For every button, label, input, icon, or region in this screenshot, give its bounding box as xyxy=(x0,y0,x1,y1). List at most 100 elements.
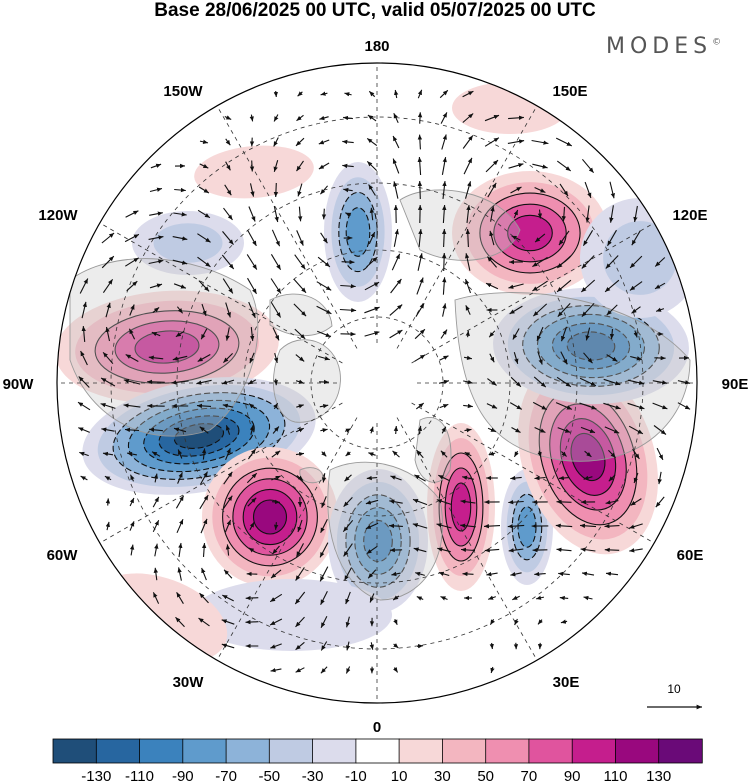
wind-vector xyxy=(416,644,424,649)
wind-vector xyxy=(466,205,471,223)
wind-vector xyxy=(534,571,546,577)
wind-vector xyxy=(581,571,595,576)
wind-vector xyxy=(151,451,161,457)
wind-vector xyxy=(366,475,378,481)
wind-vector xyxy=(367,569,377,579)
wind-vector xyxy=(81,301,87,319)
wind-vector xyxy=(317,256,331,268)
wind-vector xyxy=(513,209,519,219)
meridian xyxy=(396,105,538,349)
wind-vector xyxy=(437,547,451,553)
wind-vector xyxy=(225,544,231,556)
wind-vector xyxy=(223,471,233,485)
wind-vector xyxy=(249,183,255,197)
wind-vector xyxy=(80,350,88,366)
wind-vector xyxy=(295,354,305,362)
wind-vector xyxy=(440,112,448,124)
wind-vector xyxy=(79,451,89,457)
anomaly-contour xyxy=(94,310,240,384)
wind-vector xyxy=(105,326,111,342)
wind-vector xyxy=(222,278,234,294)
wind-vector xyxy=(367,114,377,122)
lon-label-30e: 30E xyxy=(553,674,580,691)
wind-vector xyxy=(123,378,141,385)
wind-vector xyxy=(102,351,114,365)
wind-vector xyxy=(296,230,304,246)
wind-vector xyxy=(657,471,662,485)
wind-vector xyxy=(369,642,374,650)
wind-vector xyxy=(125,354,139,362)
wind-vector xyxy=(249,160,255,172)
anomaly-contour xyxy=(252,499,288,535)
wind-vector xyxy=(633,330,638,338)
wind-vector xyxy=(345,451,351,457)
lon-label-120e: 120E xyxy=(672,207,707,224)
anomaly-level xyxy=(135,330,199,364)
wind-vector xyxy=(100,403,116,409)
wind-vector xyxy=(224,519,232,533)
wind-vector xyxy=(605,255,619,269)
wind-vector xyxy=(439,355,449,361)
colorbar-tick-label: -70 xyxy=(215,768,237,783)
wind-vector xyxy=(344,567,352,581)
wind-vector xyxy=(225,447,231,461)
wind-vector xyxy=(295,616,305,628)
wind-vector xyxy=(556,160,572,172)
wind-vector xyxy=(124,427,140,433)
wind-vector xyxy=(608,449,616,459)
wind-vector xyxy=(295,137,305,147)
wind-vector xyxy=(101,427,115,432)
wind-vector xyxy=(340,283,356,289)
wind-vector xyxy=(535,595,545,600)
wind-vector xyxy=(293,303,307,317)
wind-vector xyxy=(221,619,235,625)
lon-label-30w: 30W xyxy=(173,674,205,691)
wind-vector xyxy=(556,279,572,293)
wind-vector xyxy=(464,355,472,360)
wind-vector xyxy=(199,163,209,169)
wind-vector xyxy=(629,255,643,269)
anomaly-level xyxy=(567,331,615,361)
colorbar-tick-label: -50 xyxy=(258,768,280,783)
wind-vector xyxy=(321,208,327,220)
wind-vector xyxy=(176,518,184,534)
wind-vector xyxy=(296,404,304,409)
anomaly-high-60e xyxy=(518,359,658,555)
wind-vector xyxy=(393,181,399,199)
anomaly-contour xyxy=(522,305,660,387)
wind-vector xyxy=(222,594,234,602)
wind-vector xyxy=(532,280,548,292)
wind-vector xyxy=(464,428,472,433)
wind-vector xyxy=(270,569,282,579)
wind-vector xyxy=(532,401,548,411)
lon-label-60e: 60E xyxy=(677,547,704,564)
wind-vector xyxy=(417,180,423,200)
wind-vector xyxy=(249,521,255,531)
colorbar-swatch xyxy=(441,738,487,764)
meridian xyxy=(99,222,343,364)
wind-vector xyxy=(345,666,351,674)
wind-vector xyxy=(460,523,476,528)
anomaly-contour xyxy=(479,192,581,274)
anomaly-high-150w xyxy=(194,145,314,199)
meridian xyxy=(411,222,655,364)
wind-vector xyxy=(273,378,279,386)
wind-vector xyxy=(654,257,666,267)
wind-vector xyxy=(415,303,425,317)
wind-vector xyxy=(606,304,618,316)
colorbar-swatch xyxy=(139,738,184,764)
north-america xyxy=(69,258,259,437)
wind-vector xyxy=(200,518,208,534)
wind-vector xyxy=(392,450,400,458)
wind-vector xyxy=(417,112,423,124)
colorbar-swatch xyxy=(52,738,97,764)
wind-vector xyxy=(418,229,423,247)
colorbar-tick-label: 30 xyxy=(434,768,451,783)
anomaly-contour xyxy=(345,207,371,257)
wind-vector xyxy=(344,474,352,482)
wind-vector xyxy=(199,426,209,434)
wind-vector xyxy=(439,403,449,409)
wind-vector xyxy=(318,355,330,361)
wind-vector xyxy=(462,571,474,577)
wind-vector xyxy=(270,254,282,270)
